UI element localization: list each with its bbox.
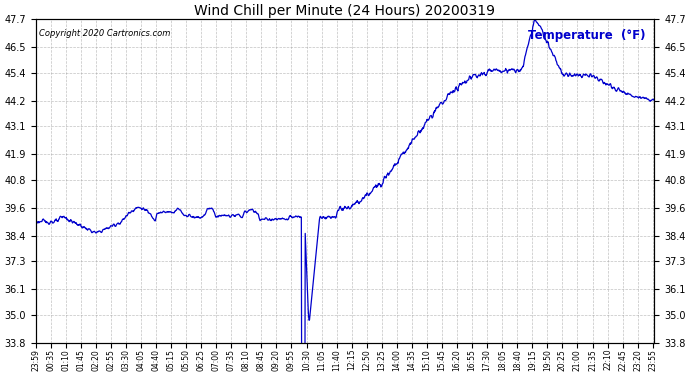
Title: Wind Chill per Minute (24 Hours) 20200319: Wind Chill per Minute (24 Hours) 2020031…: [195, 4, 495, 18]
Text: Copyright 2020 Cartronics.com: Copyright 2020 Cartronics.com: [39, 29, 170, 38]
Text: Temperature  (°F): Temperature (°F): [528, 29, 645, 42]
